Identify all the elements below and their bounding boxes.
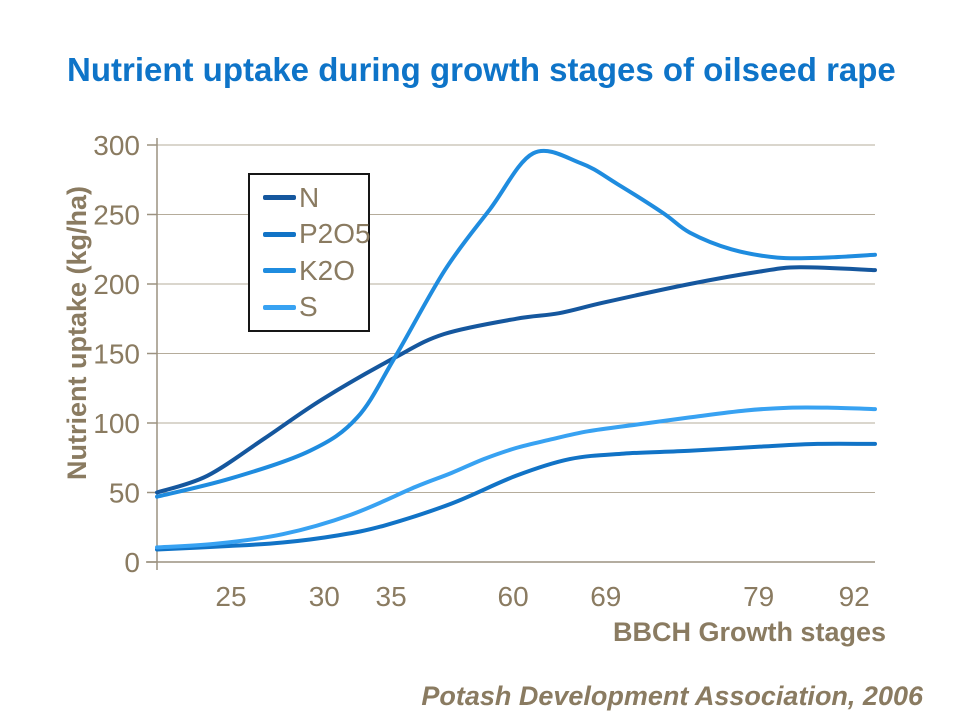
y-tick-label-300: 300	[93, 130, 140, 161]
legend-swatch	[263, 231, 296, 237]
legend-item-k2o: K2O	[263, 254, 368, 286]
y-tick-label-150: 150	[93, 339, 140, 370]
y-tick-label-50: 50	[109, 478, 140, 509]
x-tick-label-60: 60	[498, 581, 529, 612]
y-tick-label-200: 200	[93, 269, 140, 300]
legend-item-n: N	[263, 181, 368, 213]
series-layer	[155, 148, 877, 552]
x-tick-label-92: 92	[839, 581, 870, 612]
series-line-s	[155, 405, 877, 550]
source-attribution: Potash Development Association, 2006	[421, 681, 923, 711]
legend-swatch	[263, 195, 296, 201]
x-tick-label-30: 30	[309, 581, 340, 612]
series-line-p2o5	[155, 441, 877, 552]
x-tick-label-25: 25	[215, 581, 246, 612]
legend-swatch	[263, 268, 296, 274]
legend-item-s: S	[263, 293, 368, 321]
x-tick-label-79: 79	[743, 581, 774, 612]
legend-label: S	[299, 291, 318, 323]
legend-item-p2o5: P2O5	[263, 218, 371, 250]
legend-label: P2O5	[299, 218, 371, 250]
y-tick-label-100: 100	[93, 408, 140, 439]
chart-title: Nutrient uptake during growth stages of …	[67, 51, 896, 88]
legend-label: K2O	[299, 254, 356, 286]
series-line-n	[155, 265, 877, 495]
tick-label-layer: 0 50 100 150 200 250 300 25 30 35 60 69 79 92	[93, 130, 869, 612]
legend-label: N	[299, 181, 320, 213]
x-axis-title: BBCH Growth stages	[613, 617, 886, 647]
x-tick-label-35: 35	[376, 581, 407, 612]
x-tick-label-69: 69	[590, 581, 621, 612]
legend-swatch	[263, 304, 296, 310]
legend: N P2O5 K2O S	[248, 173, 371, 332]
y-axis-title: Nutrient uptake (kg/ha)	[62, 186, 92, 480]
series-line-k2o	[155, 148, 877, 499]
y-tick-label-0: 0	[124, 547, 140, 578]
y-tick-label-250: 250	[93, 200, 140, 231]
